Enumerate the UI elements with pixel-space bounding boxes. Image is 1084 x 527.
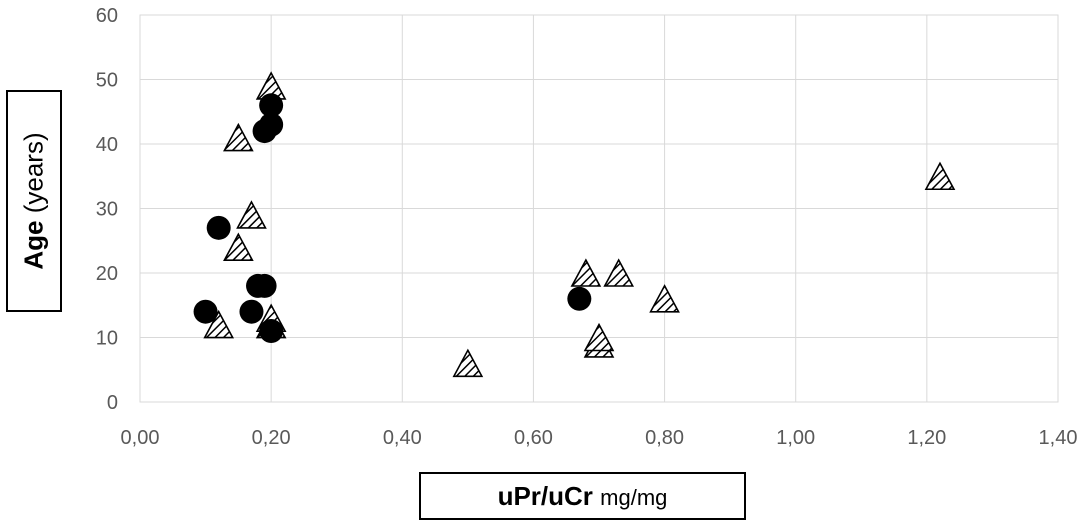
- data-point-triangle: [203, 309, 235, 339]
- data-point-triangle: [452, 348, 484, 378]
- data-point-triangle: [603, 258, 635, 287]
- y-axis-label-box: Age (years): [6, 90, 62, 312]
- x-axis-label-main: uPr/uCr: [497, 480, 593, 511]
- y-tick-label: 40: [96, 134, 118, 156]
- x-axis-label-unit: mg/mg: [600, 484, 668, 510]
- x-tick-label: 0,60: [514, 427, 553, 449]
- y-tick-label: 60: [96, 5, 118, 27]
- x-tick-label: 1,20: [907, 427, 946, 449]
- data-point-triangle: [223, 122, 254, 152]
- data-point-triangle: [223, 232, 254, 261]
- x-tick-label: 0,00: [121, 427, 160, 449]
- data-point-triangle: [570, 258, 602, 287]
- data-point-circle: [259, 93, 284, 118]
- x-axis-label: uPr/uCr mg/mg: [498, 481, 668, 512]
- data-point-circle: [206, 215, 231, 240]
- y-tick-label: 0: [107, 392, 118, 414]
- y-axis-label: Age (years): [19, 132, 50, 269]
- data-point-circle: [193, 299, 218, 324]
- data-point-circle: [259, 112, 284, 137]
- y-axis-ticks: 0 10 20 30 40 50 60: [96, 5, 118, 414]
- y-axis-label-main: Age: [18, 220, 49, 270]
- x-tick-label: 0,80: [645, 427, 684, 449]
- data-point-circle: [567, 286, 592, 311]
- x-tick-label: 0,20: [252, 427, 291, 449]
- data-points: [193, 71, 956, 378]
- x-tick-label: 1,40: [1039, 427, 1078, 449]
- x-tick-label: 0,40: [383, 427, 422, 449]
- data-point-circle: [252, 273, 277, 298]
- data-point-triangle: [236, 200, 267, 229]
- y-tick-label: 10: [96, 328, 118, 350]
- y-tick-label: 50: [96, 70, 118, 92]
- x-axis-ticks: 0,00 0,20 0,40 0,60 0,80 1,00 1,20 1,40: [121, 427, 1078, 449]
- y-tick-label: 30: [96, 199, 118, 221]
- data-point-circle: [239, 299, 264, 324]
- data-point-triangle: [924, 161, 956, 191]
- y-tick-label: 20: [96, 263, 118, 285]
- y-axis-label-unit: (years): [18, 132, 49, 214]
- x-tick-label: 1,00: [776, 427, 815, 449]
- data-point-circle: [259, 319, 284, 344]
- x-axis-label-box: uPr/uCr mg/mg: [419, 472, 746, 520]
- data-point-triangle: [583, 322, 615, 352]
- data-point-triangle: [649, 284, 680, 313]
